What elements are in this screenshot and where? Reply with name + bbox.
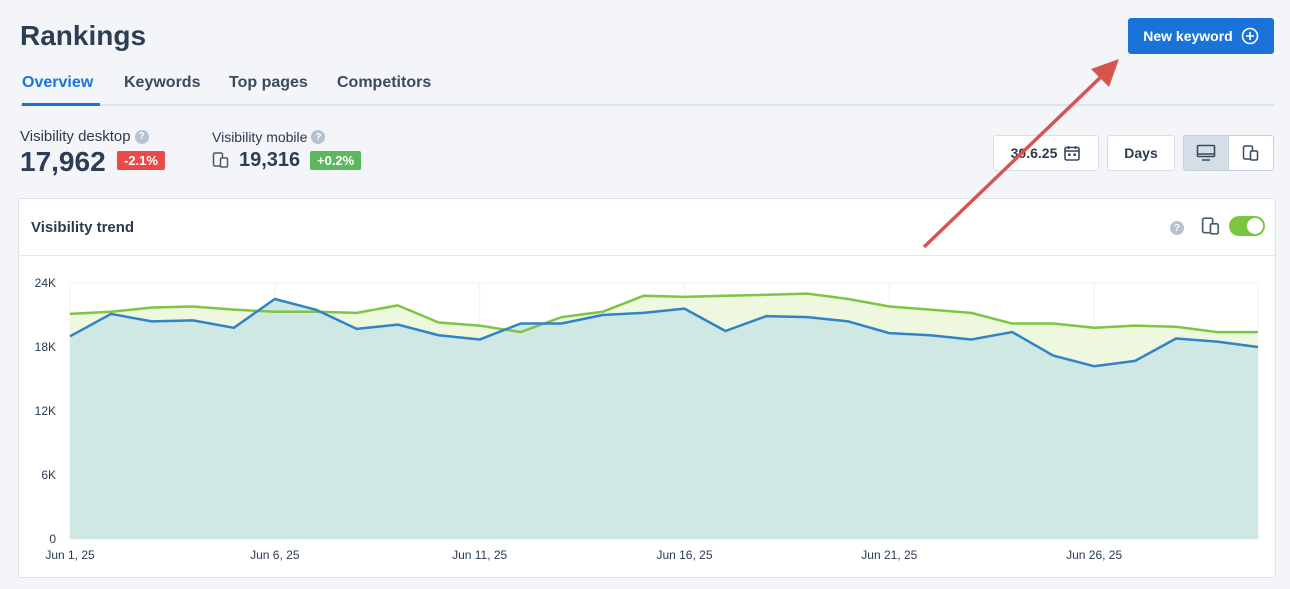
mobile-view-button[interactable] bbox=[1229, 136, 1273, 170]
device-toggle-group bbox=[1183, 135, 1274, 171]
help-icon[interactable]: ? bbox=[134, 129, 149, 144]
series-line-visibility-desktop bbox=[69, 297, 1259, 368]
new-keyword-label: New keyword bbox=[1143, 28, 1233, 44]
tab-competitors[interactable]: Competitors bbox=[337, 74, 432, 91]
desktop-view-button[interactable] bbox=[1184, 136, 1229, 170]
page-title: Rankings bbox=[20, 20, 147, 51]
help-icon[interactable]: ? bbox=[311, 130, 326, 144]
desktop-icon bbox=[1196, 144, 1216, 161]
panel-header: Visibility trend ? bbox=[19, 199, 1275, 256]
y-tick-label: 24K bbox=[35, 276, 56, 290]
mobile-series-toggle[interactable] bbox=[1229, 216, 1265, 236]
mobile-device-icon bbox=[1242, 145, 1259, 161]
x-tick-label: Jun 21, 25 bbox=[861, 548, 917, 562]
new-keyword-button[interactable]: New keyword bbox=[1128, 18, 1274, 54]
x-tick-label: Jun 6, 25 bbox=[250, 548, 300, 562]
x-tick-label: Jun 11, 25 bbox=[452, 548, 507, 562]
help-icon[interactable]: ? bbox=[1170, 221, 1184, 235]
tab-overview[interactable]: Overview bbox=[22, 74, 100, 106]
visibility-mobile-value: 19,316 bbox=[239, 149, 301, 171]
desktop-change-badge: -2.1% bbox=[117, 151, 165, 170]
visibility-mobile-title: Visibility mobile bbox=[212, 129, 308, 145]
y-tick-label: 18K bbox=[35, 340, 56, 354]
x-tick-label: Jun 26, 25 bbox=[1066, 548, 1122, 562]
tab-top-pages[interactable]: Top pages bbox=[229, 74, 308, 91]
visibility-mobile-label: Visibility mobile ? bbox=[212, 129, 326, 145]
visibility-desktop-label: Visibility desktop ? bbox=[20, 128, 149, 145]
y-tick-label: 12K bbox=[35, 404, 56, 418]
tab-keywords[interactable]: Keywords bbox=[124, 74, 201, 91]
tab-bar: Overview Keywords Top pages Competitors bbox=[20, 74, 1274, 106]
x-tick-label: Jun 16, 25 bbox=[656, 548, 712, 562]
plus-circle-icon bbox=[1241, 27, 1259, 45]
mobile-change-badge: +0.2% bbox=[310, 151, 362, 170]
desktop-area bbox=[70, 299, 1258, 539]
mobile-device-icon bbox=[1201, 217, 1220, 235]
mobile-device-icon bbox=[212, 152, 229, 168]
y-tick-label: 0 bbox=[49, 532, 56, 546]
chart-title: Visibility trend bbox=[31, 219, 135, 236]
granularity-select[interactable]: Days bbox=[1107, 135, 1175, 171]
visibility-desktop-title: Visibility desktop bbox=[20, 128, 131, 145]
series-line-visibility-mobile bbox=[69, 292, 1258, 334]
x-tick-label: Jun 1, 25 bbox=[45, 548, 95, 562]
visibility-desktop-value: 17,962 bbox=[20, 146, 106, 177]
y-tick-label: 6K bbox=[41, 468, 56, 482]
